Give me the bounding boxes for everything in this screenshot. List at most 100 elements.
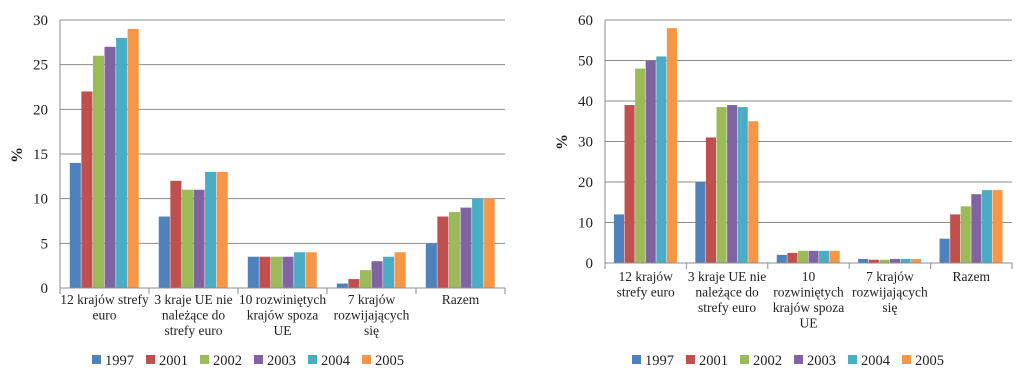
legend-swatch-1997 xyxy=(632,355,641,364)
legend-label-1997: 1997 xyxy=(105,353,134,369)
y-tick-label: 15 xyxy=(33,147,48,163)
bar-2003-cat-1 xyxy=(645,60,656,263)
legend-label-2002: 2002 xyxy=(213,353,242,369)
legend-swatch-1997 xyxy=(92,355,101,364)
y-tick-label: 10 xyxy=(33,192,48,208)
bar-2001-cat-3 xyxy=(787,252,798,263)
bar-2002-cat-5 xyxy=(448,212,460,288)
y-tick-label: 0 xyxy=(586,256,594,272)
y-tick-label: 60 xyxy=(578,13,593,29)
legend-swatch-2004 xyxy=(848,355,857,364)
category-label: 12 krajów strefy euro xyxy=(60,292,149,323)
category-label: 3 kraje UE nie należące do strefy euro xyxy=(154,292,232,338)
bar-2001-cat-4 xyxy=(348,279,360,288)
legend-label-2002: 2002 xyxy=(753,353,782,369)
bar-2004-cat-3 xyxy=(294,252,306,288)
legend-swatch-2005 xyxy=(902,355,911,364)
legend-label-2004: 2004 xyxy=(321,353,351,369)
bar-2002-cat-2 xyxy=(716,107,727,263)
legend-label-2003: 2003 xyxy=(807,353,836,369)
category-label: 12 krajów strefy euro xyxy=(617,269,675,300)
category-label: 10 rozwiniętych krajów spoza UE xyxy=(239,292,327,338)
bar-2002-cat-3 xyxy=(270,256,282,288)
bar-1997-cat-5 xyxy=(425,243,437,288)
y-tick-label: 40 xyxy=(578,94,593,110)
bar-2003-cat-1 xyxy=(104,46,116,288)
bar-2003-cat-4 xyxy=(371,261,383,288)
bar-1997-cat-5 xyxy=(939,238,950,263)
y-tick-label: 50 xyxy=(578,54,593,70)
y-tick-label: 30 xyxy=(33,13,48,29)
legend-swatch-2002 xyxy=(200,355,209,364)
legend-label-2001: 2001 xyxy=(699,353,728,369)
bar-2003-cat-4 xyxy=(889,258,900,263)
legend-swatch-2001 xyxy=(686,355,695,364)
bar-2001-cat-5 xyxy=(950,214,961,263)
bar-2002-cat-2 xyxy=(181,189,193,288)
bar-2003-cat-5 xyxy=(460,207,472,288)
category-label: 7 krajów rozwijających się xyxy=(852,269,928,315)
legend-label-1997: 1997 xyxy=(645,353,674,369)
bar-2002-cat-1 xyxy=(635,68,646,263)
legend-label-2005: 2005 xyxy=(375,353,404,369)
legend-label-2004: 2004 xyxy=(861,353,891,369)
bar-2005-cat-4 xyxy=(911,258,922,263)
bar-1997-cat-2 xyxy=(158,216,170,288)
bar-2004-cat-5 xyxy=(472,198,484,288)
legend-swatch-2005 xyxy=(362,355,371,364)
bar-2005-cat-5 xyxy=(992,190,1003,263)
bar-2005-cat-3 xyxy=(829,250,840,263)
bar-2001-cat-3 xyxy=(259,256,271,288)
category-label: Razem xyxy=(953,269,991,284)
y-axis-label: % xyxy=(9,147,26,163)
bar-2005-cat-1 xyxy=(666,28,677,263)
y-tick-label: 20 xyxy=(578,175,593,191)
bar-1997-cat-1 xyxy=(69,162,81,288)
legend-swatch-2003 xyxy=(794,355,803,364)
bar-2004-cat-1 xyxy=(116,37,128,288)
y-tick-label: 0 xyxy=(41,281,49,297)
bar-2004-cat-1 xyxy=(656,56,667,264)
bar-2002-cat-4 xyxy=(879,259,890,263)
legend-swatch-2001 xyxy=(146,355,155,364)
bar-2001-cat-5 xyxy=(437,216,449,288)
bar-2001-cat-2 xyxy=(170,180,182,288)
category-label: Razem xyxy=(442,292,480,307)
y-tick-label: 10 xyxy=(578,216,593,232)
bar-2002-cat-1 xyxy=(92,55,104,288)
y-tick-label: 30 xyxy=(578,135,593,151)
bar-2005-cat-5 xyxy=(483,198,495,288)
bar-1997-cat-3 xyxy=(247,256,259,288)
category-label: 3 kraje UE nie należące do strefy euro xyxy=(688,269,766,315)
legend-label-2003: 2003 xyxy=(267,353,296,369)
bar-2004-cat-4 xyxy=(900,258,911,263)
bar-2001-cat-4 xyxy=(868,259,879,263)
legend-swatch-2003 xyxy=(254,355,263,364)
y-tick-label: 5 xyxy=(41,236,49,252)
legend-swatch-2002 xyxy=(740,355,749,364)
bar-2005-cat-1 xyxy=(127,28,139,289)
bar-2004-cat-4 xyxy=(383,256,395,288)
bar-2003-cat-2 xyxy=(727,105,738,263)
bar-1997-cat-2 xyxy=(695,182,706,263)
bar-2004-cat-3 xyxy=(819,250,830,263)
category-label: 10 rozwiniętych krajów spoza UE xyxy=(773,269,845,331)
bar-2004-cat-2 xyxy=(737,107,748,263)
bar-2003-cat-3 xyxy=(808,250,819,263)
bar-2001-cat-1 xyxy=(624,105,635,263)
bar-2001-cat-2 xyxy=(705,137,717,263)
bar-2005-cat-2 xyxy=(216,171,228,288)
y-axis-label: % xyxy=(554,134,571,150)
legend-label-2005: 2005 xyxy=(915,353,944,369)
bar-1997-cat-1 xyxy=(613,214,625,263)
legend-label-2001: 2001 xyxy=(159,353,188,369)
bar-2002-cat-3 xyxy=(797,250,808,263)
bar-2003-cat-2 xyxy=(193,189,205,288)
bar-2005-cat-2 xyxy=(748,121,759,263)
bar-1997-cat-3 xyxy=(776,254,787,263)
chart-2: 0 10 20 30 40 50 60% 12 krajów strefy euro 3 kraj… xyxy=(554,13,1013,369)
bar-2005-cat-3 xyxy=(305,252,317,288)
bar-2002-cat-5 xyxy=(960,206,971,263)
